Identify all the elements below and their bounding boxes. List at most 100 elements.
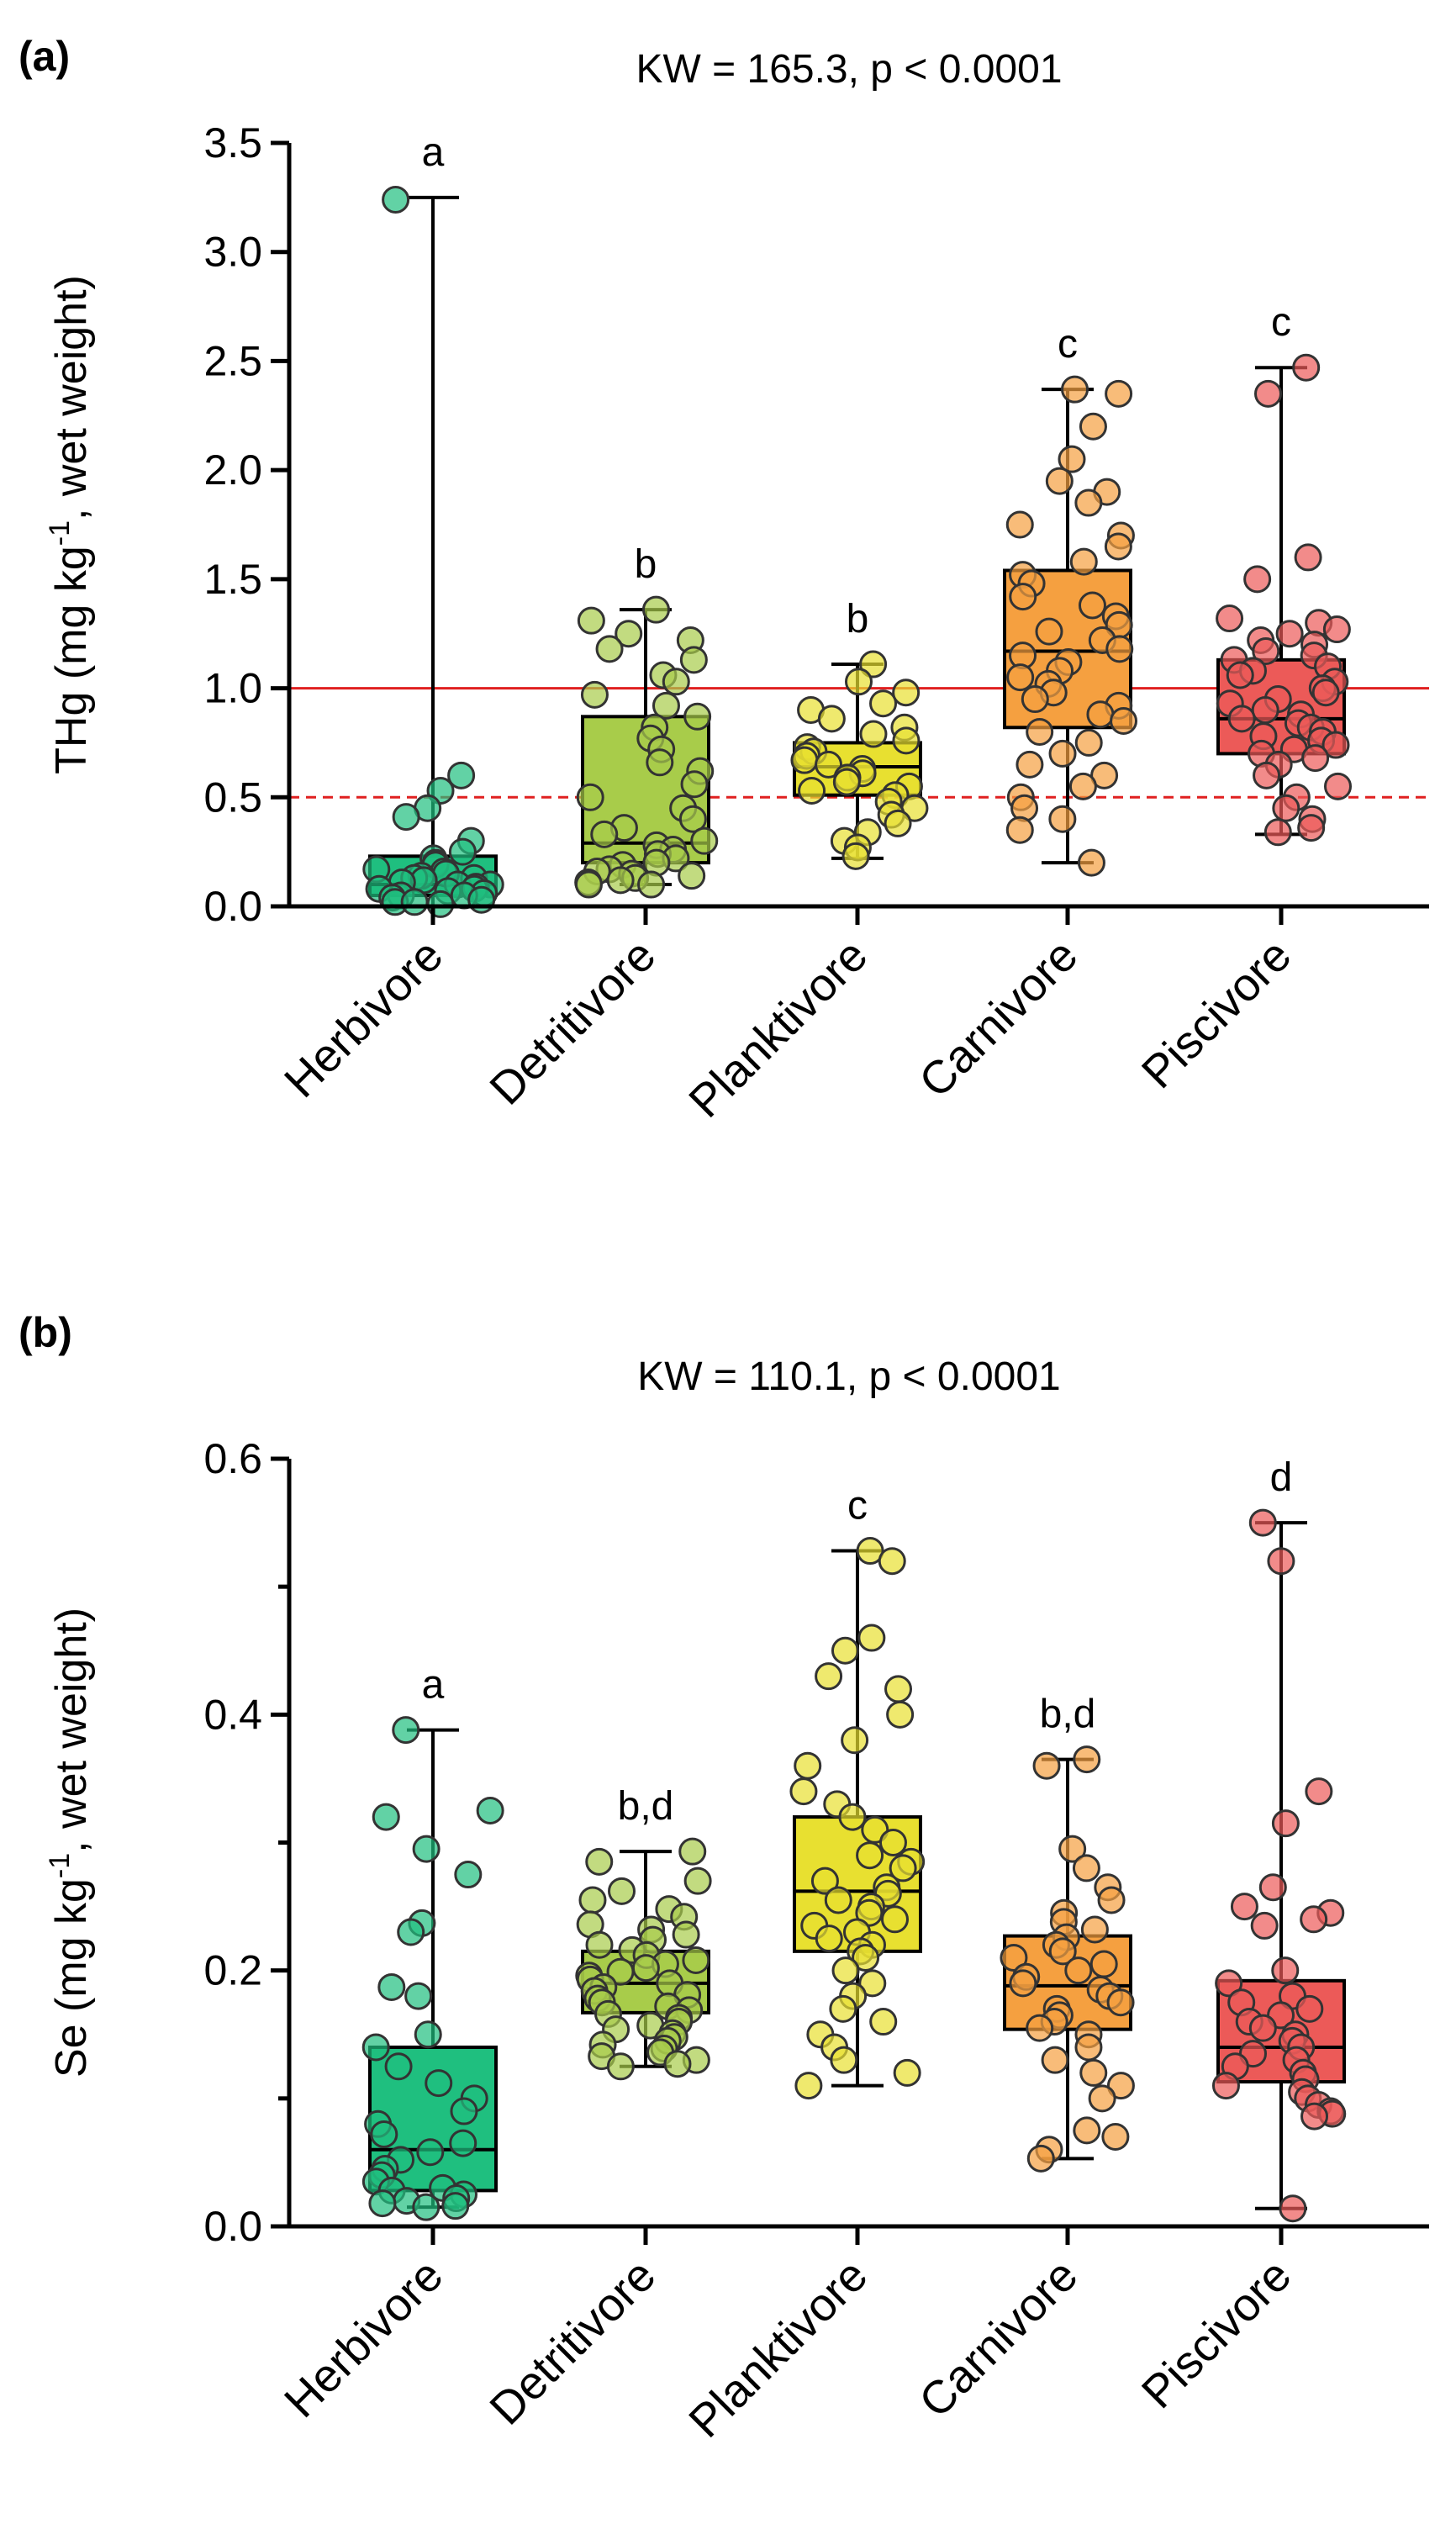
data-point — [1032, 1751, 1061, 1780]
y-tick-label: 3.5 — [203, 119, 262, 166]
data-point — [370, 2120, 398, 2148]
data-point — [884, 1675, 913, 1703]
data-point — [679, 646, 708, 674]
data-point — [1226, 661, 1254, 689]
data-point — [831, 1636, 859, 1665]
data-point — [1009, 1969, 1037, 1998]
data-point — [574, 870, 603, 899]
data-point — [678, 805, 707, 833]
data-point — [467, 885, 496, 914]
panel-label: (a) — [18, 33, 70, 80]
data-point — [1322, 615, 1351, 644]
data-point — [631, 1954, 660, 1983]
significance-letter: a — [422, 130, 445, 175]
data-point — [1097, 1886, 1126, 1914]
y-axis-label-rest: , wet weight) — [47, 275, 96, 520]
data-point — [384, 2052, 413, 2081]
data-point — [1105, 635, 1134, 663]
data-point — [1305, 1777, 1333, 1806]
data-point — [1074, 2033, 1103, 2062]
data-point — [1026, 717, 1054, 746]
data-point — [585, 1847, 614, 1876]
data-point — [1078, 591, 1106, 620]
x-category-label: Piscivore — [1132, 2249, 1301, 2419]
data-point — [1005, 816, 1034, 844]
panel-a: (a) KW = 165.3, p < 0.0001 THg (mg kg-1, w… — [18, 33, 1429, 1127]
data-point — [815, 1925, 843, 1953]
data-point — [1263, 818, 1292, 847]
data-point — [1072, 1854, 1100, 1882]
data-point — [1035, 617, 1063, 646]
data-point — [884, 809, 912, 837]
data-point — [672, 1920, 700, 1949]
data-point — [1106, 1988, 1135, 2017]
data-point — [878, 1829, 907, 1856]
x-category-label: Piscivore — [1132, 929, 1301, 1099]
data-point — [641, 595, 670, 624]
data-point — [789, 1777, 818, 1806]
data-point — [869, 2008, 898, 2036]
data-point — [852, 1943, 880, 1972]
data-point — [368, 2189, 397, 2218]
data-point — [794, 2072, 823, 2100]
y-tick-label: 0.4 — [203, 1691, 262, 1738]
y-axis-label: THg (mg kg-1, wet weight) — [44, 275, 96, 774]
data-point — [830, 2046, 858, 2074]
y-tick-label: 1.5 — [203, 556, 262, 603]
data-point — [377, 1972, 406, 2001]
data-point — [1248, 2014, 1277, 2042]
y-tick-label: 0.5 — [203, 774, 262, 821]
data-point — [1079, 2058, 1108, 2087]
y-axis-label-rest: , wet weight) — [47, 1608, 96, 1853]
data-point — [382, 185, 410, 214]
stat-annotation: KW = 165.3, p < 0.0001 — [636, 47, 1062, 92]
y-tick-label: 2.0 — [203, 446, 262, 494]
data-point — [1000, 1943, 1028, 1972]
data-point — [841, 842, 870, 870]
data-point — [652, 691, 680, 720]
data-point — [1272, 794, 1300, 822]
data-point — [448, 837, 477, 866]
data-point — [404, 1982, 433, 2010]
data-point — [1061, 375, 1089, 404]
data-point — [1026, 2014, 1054, 2042]
data-point — [1275, 620, 1304, 648]
data-point — [441, 2192, 470, 2220]
data-point — [1077, 848, 1105, 877]
data-point — [1216, 605, 1244, 633]
data-point — [1105, 379, 1133, 408]
data-point — [678, 862, 706, 890]
significance-letter: b,d — [1040, 1692, 1096, 1737]
data-point — [1271, 1956, 1300, 1985]
data-point — [447, 761, 476, 789]
data-point — [1016, 750, 1044, 779]
data-point — [1048, 805, 1077, 833]
data-point — [1089, 1950, 1118, 1978]
data-point — [832, 768, 861, 796]
data-point — [1295, 1994, 1324, 2023]
data-point — [1110, 706, 1138, 735]
data-point — [1006, 663, 1035, 692]
data-point — [1009, 583, 1037, 611]
data-point — [1068, 772, 1097, 800]
data-point — [690, 826, 719, 855]
data-point — [1101, 2122, 1130, 2151]
data-point — [1297, 814, 1326, 842]
data-point — [1253, 761, 1281, 789]
data-point — [790, 746, 819, 774]
data-point — [1254, 379, 1283, 408]
data-point — [606, 2052, 635, 2081]
significance-letter: c — [847, 1484, 868, 1529]
data-point — [798, 777, 826, 805]
data-point — [392, 1716, 420, 1745]
data-point — [683, 1867, 712, 1895]
panel-b: (b) KW = 110.1, p < 0.0001 Se (mg kg-1, we… — [18, 1309, 1429, 2447]
data-point — [1300, 1905, 1328, 1934]
data-point — [1021, 685, 1049, 714]
data-point — [886, 1700, 915, 1729]
data-point — [412, 1835, 440, 1863]
data-point — [576, 783, 604, 811]
data-point — [810, 1867, 839, 1895]
data-point — [1211, 2072, 1240, 2100]
data-point — [476, 1796, 504, 1824]
